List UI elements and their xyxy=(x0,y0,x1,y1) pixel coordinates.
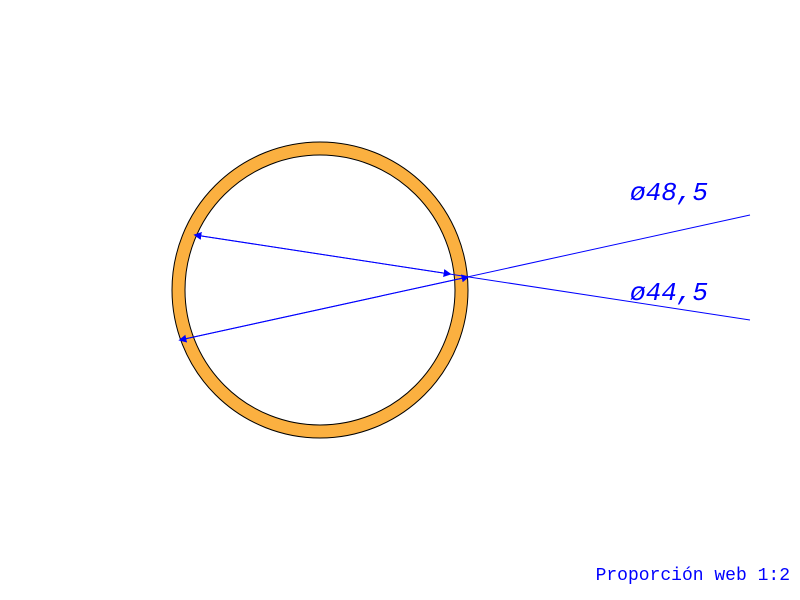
ring-profile xyxy=(172,142,468,438)
drawing-canvas: ø48,5 ø44,5 Proporción web 1:2 xyxy=(0,0,800,600)
scale-footer: Proporción web 1:2 xyxy=(596,566,790,586)
inner-diameter-arrows xyxy=(195,235,450,274)
outer-diameter-arrows xyxy=(180,277,468,340)
outer-diameter-label: ø48,5 xyxy=(630,178,708,208)
inner-diameter-annotation: ø44,5 xyxy=(195,235,750,320)
inner-diameter-label: ø44,5 xyxy=(630,278,708,308)
